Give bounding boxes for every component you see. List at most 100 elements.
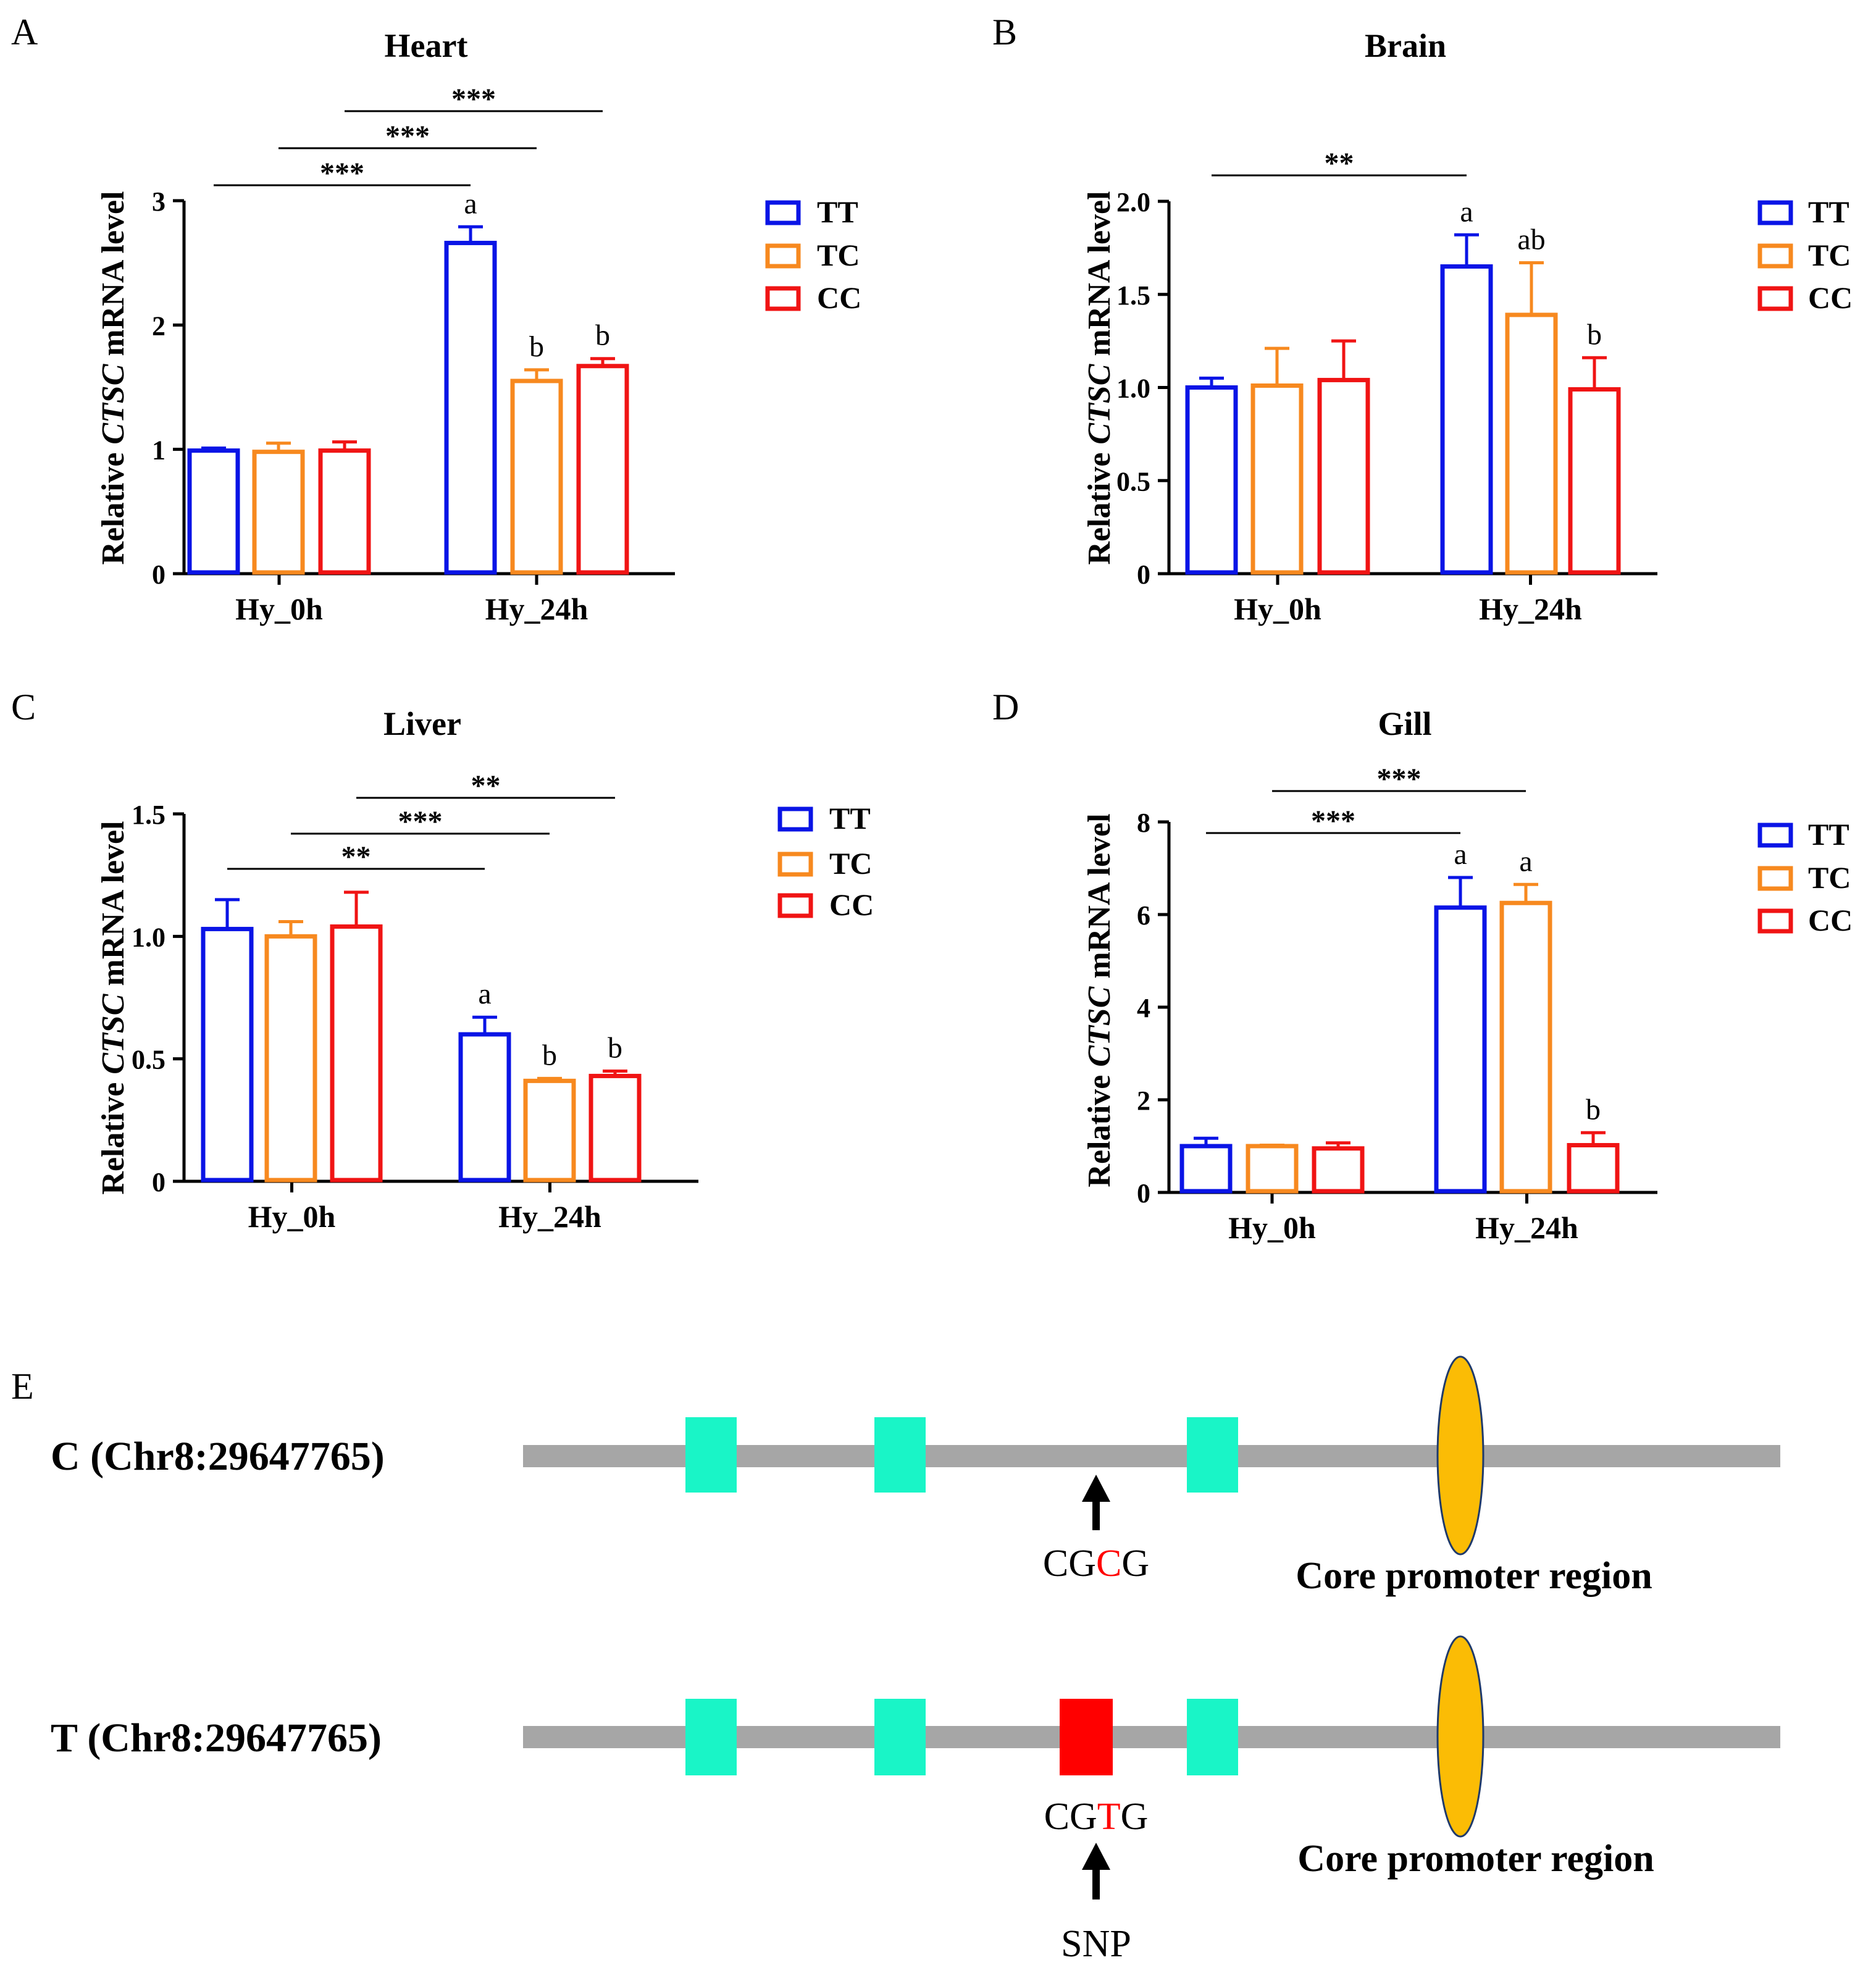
y-tick-label: 2.0 <box>1116 187 1150 217</box>
significance-letter: a <box>1460 195 1473 228</box>
legend-label-cc: CC <box>1808 903 1853 937</box>
legend-swatch-tc <box>765 243 801 269</box>
snp-arrow <box>1082 1475 1110 1530</box>
significance-stars: ** <box>1325 147 1354 180</box>
legend-label-tc: TC <box>1808 860 1851 895</box>
bar-tt <box>201 926 254 1183</box>
chart-title: Gill <box>1378 705 1431 742</box>
significance-stars: *** <box>1377 763 1422 795</box>
significance-stars: *** <box>385 120 430 153</box>
legend-label-tt: TT <box>817 195 858 229</box>
significance-letter: a <box>1454 838 1467 871</box>
bar-tc <box>264 934 317 1183</box>
legend-label-cc: CC <box>829 887 874 922</box>
y-axis-label: Relative CTSC mRNA level <box>1082 813 1117 1187</box>
y-tick-label: 1 <box>152 435 165 466</box>
y-tick-label: 0 <box>1137 1178 1150 1208</box>
snp-arrow <box>1082 1843 1110 1899</box>
x-tick-label: Hy_24h <box>1475 1210 1578 1245</box>
bar-tt <box>187 448 240 575</box>
binding-site-box <box>1187 1699 1238 1775</box>
bar-cc <box>1568 387 1621 575</box>
significance-letter: b <box>529 330 544 363</box>
legend-swatch-cc <box>765 286 801 311</box>
bar-cc <box>588 1073 642 1183</box>
legend: TT TC CC <box>777 801 874 922</box>
x-tick-label: Hy_24h <box>485 592 588 626</box>
legend-swatch-cc <box>777 893 813 918</box>
y-tick-label: 1.5 <box>132 800 165 830</box>
y-tick-label: 0 <box>1137 559 1150 590</box>
allele-label: T (Chr8:29647765) <box>51 1715 382 1761</box>
legend-label-tt: TT <box>1808 195 1849 229</box>
bar-tt <box>458 1032 511 1183</box>
significance-letter: a <box>464 187 477 220</box>
x-tick-label: Hy_24h <box>498 1199 601 1234</box>
significance-stars: *** <box>451 83 496 115</box>
y-tick-label: 8 <box>1137 808 1150 838</box>
bar-tc <box>1499 900 1552 1194</box>
y-tick-label: 6 <box>1137 900 1150 931</box>
y-tick-label: 0 <box>152 1167 165 1197</box>
chart-title: Brain <box>1365 27 1446 64</box>
bar-cc <box>1567 1143 1620 1194</box>
allele-row-c: C (Chr8:29647765) CGCG Core promoter reg… <box>51 1355 1780 1597</box>
bar-cc <box>318 448 371 575</box>
bar-cc <box>576 364 629 575</box>
legend-swatch-tt <box>1757 200 1793 225</box>
significance-letter: ab <box>1517 223 1545 256</box>
y-tick-label: 2 <box>152 311 165 341</box>
binding-site-box <box>685 1417 737 1493</box>
allele-label: C (Chr8:29647765) <box>51 1434 385 1479</box>
legend: TT TC CC <box>765 195 861 315</box>
legend-label-tt: TT <box>829 801 871 836</box>
sequence-label: CGCG <box>1043 1543 1149 1585</box>
significance-stars: *** <box>398 805 443 838</box>
y-tick-label: 0.5 <box>1116 466 1150 496</box>
panel-letter-e: E <box>11 1366 34 1407</box>
legend: TT TC CC <box>1757 195 1853 315</box>
bar-tt <box>1179 1144 1233 1194</box>
binding-site-box <box>874 1699 926 1775</box>
bar-tc <box>523 1078 576 1183</box>
panel-letter-c: C <box>11 687 36 727</box>
legend-swatch-tc <box>1757 243 1793 269</box>
bar-tc <box>1505 312 1558 575</box>
significance-letter: b <box>1587 318 1602 351</box>
x-tick-label: Hy_24h <box>1479 592 1582 626</box>
snp-site-box <box>1060 1699 1113 1775</box>
legend-label-tc: TC <box>1808 238 1851 272</box>
bar-tt <box>444 240 497 575</box>
bar-tt <box>1434 905 1487 1194</box>
chart-title: Heart <box>385 27 468 64</box>
significance-stars: *** <box>1311 805 1355 837</box>
legend: TT TC CC <box>1757 817 1853 937</box>
significance-letter: b <box>608 1032 622 1065</box>
y-axis-label: Relative CTSC mRNA level <box>96 821 131 1194</box>
panel-heart: A Heart Relative CTSC mRNA level 0 1 2 3 Hy_… <box>11 12 861 626</box>
x-tick-label: Hy_0h <box>248 1199 336 1234</box>
y-axis-label: Relative CTSC mRNA level <box>1082 191 1117 564</box>
y-tick-label: 1.5 <box>1116 280 1150 311</box>
legend-label-cc: CC <box>817 280 861 315</box>
panel-letter-b: B <box>992 12 1017 52</box>
bar-cc <box>1317 377 1370 575</box>
sequence-label: CGTG <box>1044 1796 1149 1838</box>
core-promoter-ellipse <box>1436 1355 1484 1556</box>
panel-gill: D Gill Relative CTSC mRNA level 0 2 4 6 8 Hy_… <box>992 687 1853 1245</box>
bar-tc <box>510 379 563 575</box>
bar-tc <box>1246 1144 1299 1194</box>
y-tick-label: 4 <box>1137 993 1150 1023</box>
binding-site-box <box>874 1417 926 1493</box>
legend-swatch-tt <box>1757 823 1793 848</box>
significance-letter: a <box>1519 845 1532 877</box>
legend-swatch-tt <box>765 200 801 225</box>
y-axis-label: Relative CTSC mRNA level <box>96 191 131 564</box>
y-tick-label: 0 <box>152 559 165 590</box>
bar-cc <box>330 924 383 1183</box>
bar-tc <box>252 450 305 575</box>
core-promoter-label: Core promoter region <box>1297 1838 1654 1880</box>
bar-tt <box>1440 264 1493 575</box>
significance-letter: b <box>1586 1093 1601 1126</box>
bar-tt <box>1185 385 1238 575</box>
